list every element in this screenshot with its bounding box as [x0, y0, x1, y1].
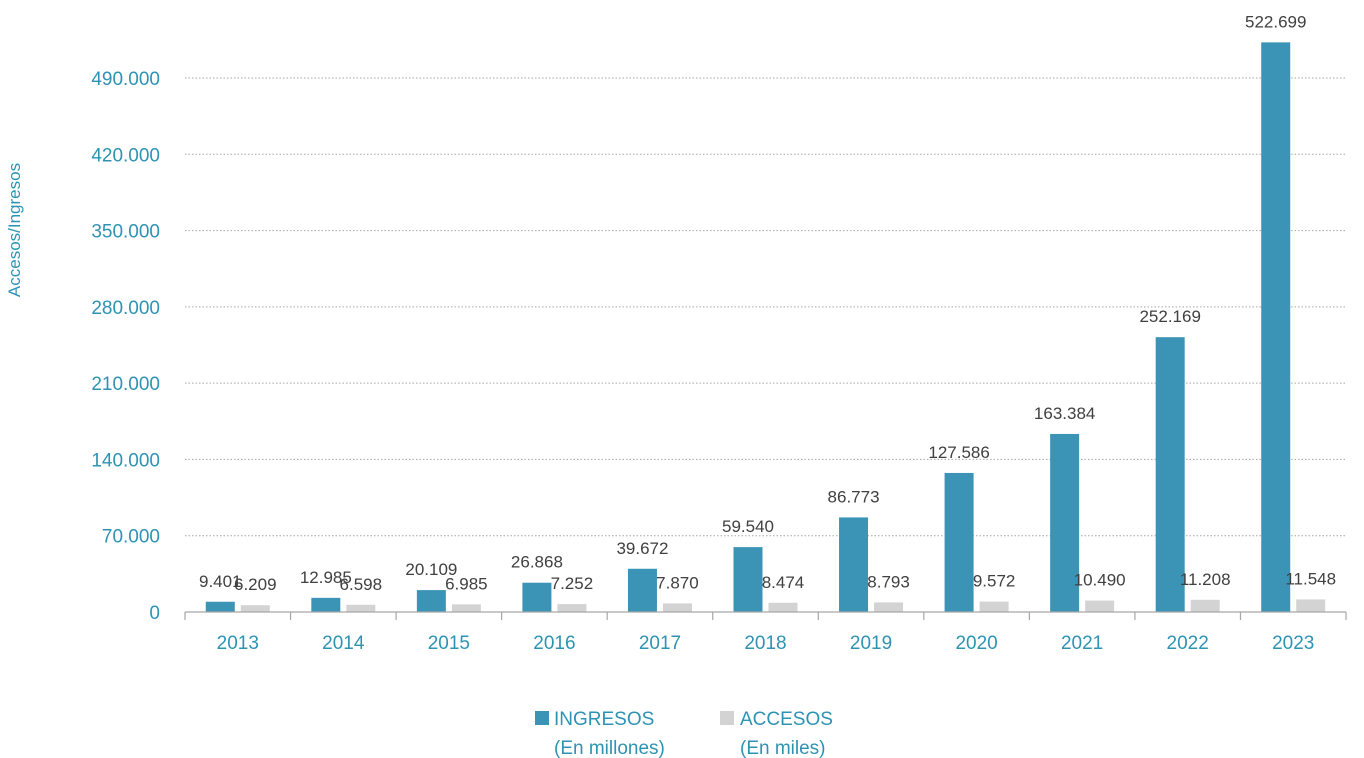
data-label-accesos: 6.209 [234, 575, 277, 594]
gridlines [185, 77, 1346, 537]
data-label-ingresos: 163.384 [1034, 404, 1095, 423]
data-label-accesos: 9.572 [973, 572, 1016, 591]
legend-accesos: ACCESOS (En miles) [720, 709, 833, 758]
bar-ingresos [311, 597, 341, 612]
y-axis-ticks: 0 70.000 140.000 210.000 280.000 350.000 420.0… [91, 69, 160, 624]
data-label-ingresos: 522.699 [1245, 12, 1306, 31]
legend: INGRESOS (En millones) ACCESOS (En miles) [535, 709, 833, 758]
data-label-ingresos: 20.109 [405, 560, 457, 579]
x-tick-label: 2015 [428, 633, 470, 654]
bar-ingresos [627, 568, 657, 612]
bar-ingresos [839, 517, 869, 612]
x-tick-label: 2019 [850, 633, 892, 654]
bar-accesos [1085, 600, 1115, 612]
bar-ingresos [205, 601, 235, 612]
data-label-accesos: 8.793 [867, 572, 910, 591]
x-tick-label: 2018 [744, 633, 786, 654]
bar-ingresos [1155, 337, 1185, 612]
data-label-accesos: 11.208 [1180, 570, 1231, 589]
x-tick-label: 2013 [217, 633, 259, 654]
legend-swatch [535, 711, 549, 725]
legend-label: INGRESOS [554, 709, 654, 730]
data-label-ingresos: 86.773 [828, 487, 880, 506]
data-label-accesos: 6.985 [445, 574, 488, 593]
legend-sublabel: (En miles) [740, 738, 826, 758]
data-label-ingresos: 59.540 [722, 517, 774, 536]
data-label-ingresos: 12.985 [300, 568, 352, 587]
x-tick-label: 2023 [1272, 633, 1314, 654]
data-label-ingresos: 39.672 [616, 539, 668, 558]
x-tick-label: 2017 [639, 633, 681, 654]
data-label-accesos: 11.548 [1285, 569, 1336, 588]
y-axis-title: Accesos/Ingresos [5, 163, 24, 297]
bars [205, 42, 1326, 613]
bar-ingresos [944, 472, 974, 612]
bar-accesos [451, 604, 481, 612]
data-label-ingresos: 26.868 [511, 553, 563, 572]
data-label-accesos: 8.474 [762, 573, 805, 592]
data-label-accesos: 10.490 [1074, 571, 1126, 590]
legend-label: ACCESOS [740, 709, 833, 730]
y-tick-label: 0 [149, 603, 160, 624]
x-axis [184, 611, 1347, 620]
bar-ingresos [733, 547, 763, 612]
x-tick-label: 2021 [1061, 633, 1103, 654]
y-tick-label: 420.000 [91, 145, 160, 166]
bar-accesos [874, 602, 904, 612]
data-label-accesos: 6.598 [340, 575, 383, 594]
bar-accesos [768, 602, 798, 612]
bar-ingresos [522, 582, 552, 612]
data-label-accesos: 7.870 [656, 573, 699, 592]
y-tick-label: 350.000 [91, 222, 160, 243]
legend-sublabel: (En millones) [554, 738, 665, 758]
y-tick-label: 210.000 [91, 374, 160, 395]
bar-accesos [662, 603, 692, 612]
x-tick-label: 2014 [322, 633, 365, 654]
bar-accesos [1296, 599, 1326, 612]
bar-accesos [557, 604, 587, 612]
data-label-ingresos: 127.586 [928, 443, 989, 462]
bar-ingresos [1261, 42, 1291, 613]
y-tick-label: 490.000 [91, 69, 160, 90]
data-label-accesos: 7.252 [551, 574, 594, 593]
y-tick-label: 70.000 [102, 527, 160, 548]
legend-swatch [720, 711, 734, 725]
x-tick-label: 2020 [955, 633, 997, 654]
bar-accesos [1190, 599, 1220, 612]
bar-ingresos [1050, 433, 1080, 612]
x-axis-ticks: 2013 2014 2015 2016 2017 2018 2019 2020 2021 2022… [217, 633, 1315, 654]
x-tick-label: 2016 [533, 633, 575, 654]
bar-accesos [979, 601, 1009, 612]
x-tick-label: 2022 [1167, 633, 1209, 654]
data-label-ingresos: 252.169 [1139, 307, 1200, 326]
bar-ingresos [416, 590, 446, 612]
y-tick-label: 140.000 [91, 450, 160, 471]
legend-ingresos: INGRESOS (En millones) [535, 709, 665, 758]
bar-accesos [240, 605, 270, 612]
bar-accesos [346, 604, 376, 612]
data-label-ingresos: 9.401 [199, 572, 242, 591]
y-tick-label: 280.000 [91, 298, 160, 319]
